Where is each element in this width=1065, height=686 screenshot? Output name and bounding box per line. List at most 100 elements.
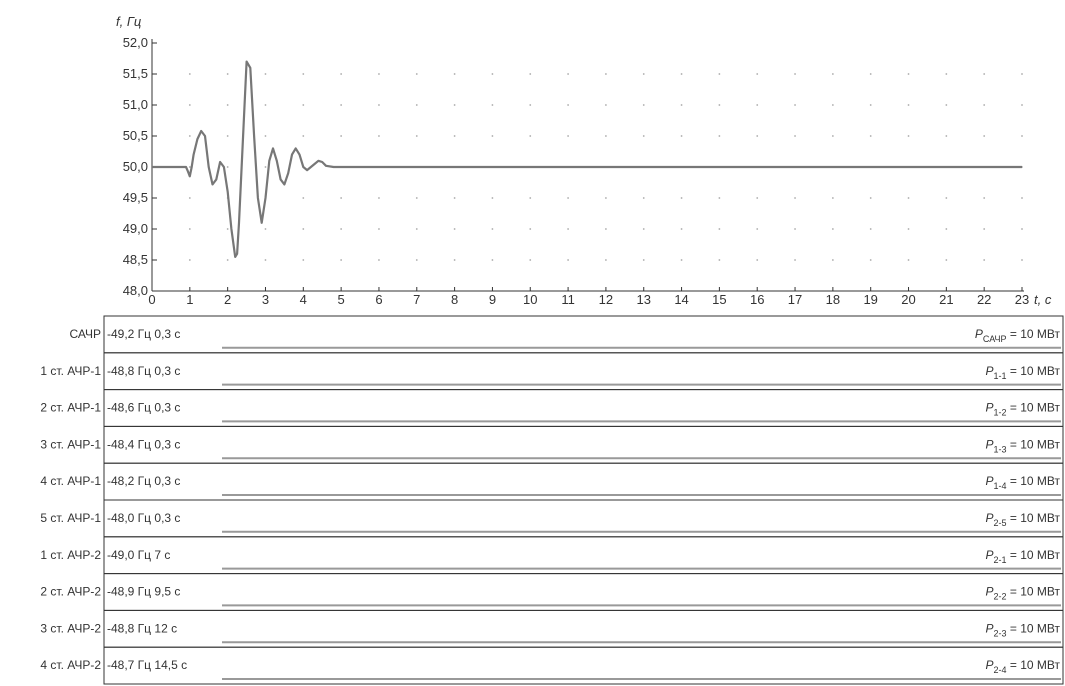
grid-dot: [188, 197, 191, 199]
x-tick-label: 0: [148, 292, 155, 307]
y-tick-label: 49,0: [123, 221, 148, 236]
row-setting: -48,0 Гц 0,3 с: [107, 511, 180, 525]
grid-dot: [415, 228, 418, 230]
grid-dot: [945, 104, 948, 106]
grid-dot: [491, 228, 494, 230]
row-setting: -48,2 Гц 0,3 с: [107, 474, 180, 488]
protection-rows: САЧР -49,2 Гц 0,3 с PСАЧР = 10 МВт 1 ст. АЧ…: [40, 315, 1064, 685]
row: 1 ст. АЧР-2 -49,0 Гц 7 с P2-1 = 10 МВт: [40, 536, 1064, 575]
x-tick-label: 4: [300, 292, 307, 307]
grid-dot: [415, 135, 418, 137]
grid-dot: [945, 228, 948, 230]
grid-dot: [983, 259, 986, 261]
grid-dot: [1021, 73, 1023, 75]
grid-dot: [642, 228, 645, 230]
grid-dot: [642, 104, 645, 106]
row: 2 ст. АЧР-2 -48,9 Гц 9,5 с P2-2 = 10 МВт: [40, 573, 1064, 611]
row-power: PСАЧР = 10 МВт: [975, 327, 1061, 344]
grid-dot: [491, 197, 494, 199]
grid-dot: [264, 104, 267, 106]
grid-dot: [945, 259, 948, 261]
grid-dot: [983, 197, 986, 199]
grid-dot: [605, 135, 607, 137]
x-tick-label: 5: [338, 292, 345, 307]
grid-dot: [680, 228, 683, 230]
y-tick-label: 52,0: [123, 35, 148, 50]
grid-dot: [907, 135, 910, 137]
grid-dot: [453, 197, 456, 199]
grid-dot: [453, 259, 456, 261]
grid-dot: [491, 73, 494, 75]
row-power: P2-2 = 10 МВт: [986, 585, 1061, 602]
grid-dot: [302, 228, 305, 230]
grid-dot: [302, 259, 305, 261]
y-ticks: 48,0 48,5 49,0 49,5 50,0 50,5 51,0 51,5 52,0: [123, 35, 157, 298]
grid-dot: [226, 259, 229, 261]
grid-dot: [415, 73, 418, 75]
grid-dot: [869, 73, 872, 75]
grid-dot: [907, 73, 910, 75]
x-tick-label: 21: [939, 292, 953, 307]
grid-dot: [680, 135, 683, 137]
grid-dot: [529, 259, 532, 261]
grid-dot: [567, 73, 569, 75]
grid-dot: [680, 104, 683, 106]
grid-dot: [567, 104, 569, 106]
x-axis-label: t, c: [1034, 292, 1052, 307]
row: 2 ст. АЧР-1 -48,6 Гц 0,3 с P1-2 = 10 МВт: [40, 389, 1064, 427]
row-setting: -49,0 Гц 7 с: [107, 548, 170, 562]
grid-dot: [453, 228, 456, 230]
grid-dot: [831, 135, 834, 137]
row: 3 ст. АЧР-1 -48,4 Гц 0,3 с P1-3 = 10 МВт: [40, 425, 1064, 464]
row-power: P2-3 = 10 МВт: [986, 621, 1061, 638]
grid-dot: [907, 228, 910, 230]
y-tick-label: 50,5: [123, 128, 148, 143]
x-tick-label: 18: [826, 292, 840, 307]
grid-dot: [605, 228, 607, 230]
grid-dot: [226, 135, 229, 137]
x-tick-label: 6: [375, 292, 382, 307]
grid-dot: [453, 104, 456, 106]
grid-dot: [415, 197, 418, 199]
grid-dot: [1021, 228, 1023, 230]
x-ticks: 0 1 2 3 4 5 6 7 8 9 10 11 12 13 14 15 16 17 18 19 20 21 22 23: [148, 287, 1029, 307]
row-label: 3 ст. АЧР-1: [40, 437, 101, 451]
x-tick-label: 11: [561, 292, 575, 307]
grid-dot: [264, 73, 267, 75]
grid-dot: [1021, 104, 1023, 106]
grid-dot: [831, 259, 834, 261]
grid-dot: [718, 259, 721, 261]
row-label: 1 ст. АЧР-2: [40, 548, 101, 562]
y-tick-label: 51,5: [123, 66, 148, 81]
x-tick-label: 2: [224, 292, 231, 307]
grid-dot: [529, 73, 532, 75]
row-label: 4 ст. АЧР-2: [40, 658, 101, 672]
row: 5 ст. АЧР-1 -48,0 Гц 0,3 с P2-5 = 10 МВт: [40, 499, 1064, 538]
x-tick-label: 7: [413, 292, 420, 307]
grid-dot: [491, 135, 494, 137]
grid-dot: [491, 259, 494, 261]
grid-dot: [226, 104, 229, 106]
y-tick-label: 48,0: [123, 283, 148, 298]
grid-dot: [756, 228, 759, 230]
grid-dot: [983, 104, 986, 106]
grid-dot: [340, 104, 343, 106]
grid-dot: [945, 135, 948, 137]
grid-dot: [302, 135, 305, 137]
row: 3 ст. АЧР-2 -48,8 Гц 12 с P2-3 = 10 МВт: [40, 609, 1064, 648]
grid-dot: [188, 166, 191, 168]
row-label: 4 ст. АЧР-1: [40, 474, 101, 488]
grid-dot: [756, 73, 759, 75]
grid-dot: [756, 104, 759, 106]
series: [152, 60, 1022, 258]
x-tick-label: 23: [1015, 292, 1029, 307]
grid-dot: [188, 135, 191, 137]
row-power: P1-4 = 10 МВт: [986, 474, 1061, 491]
grid-dot: [226, 228, 229, 230]
x-tick-label: 10: [523, 292, 537, 307]
grid-dot: [415, 104, 418, 106]
x-tick-label: 8: [451, 292, 458, 307]
x-tick-label: 3: [262, 292, 269, 307]
grid-dot: [831, 73, 834, 75]
grid-dot: [718, 73, 721, 75]
